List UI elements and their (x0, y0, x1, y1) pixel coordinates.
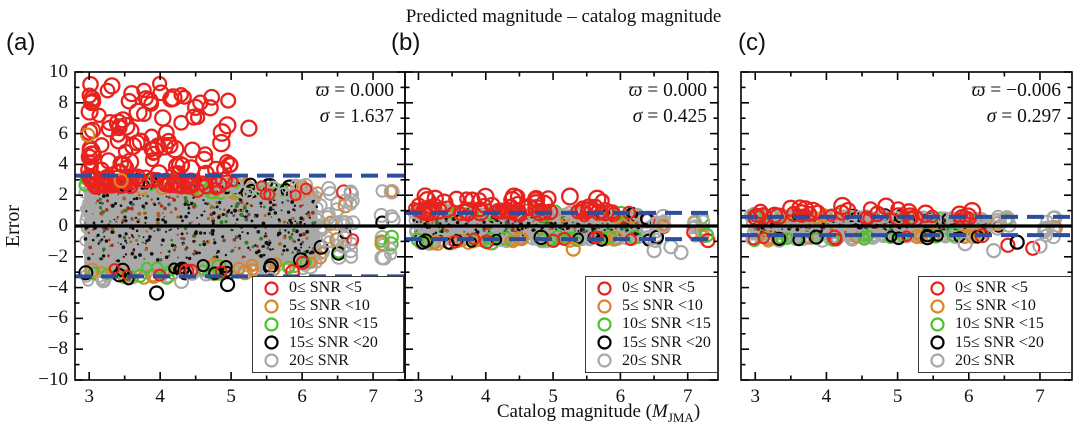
y-tick-label: −8 (47, 338, 68, 360)
x-tick-label: 3 (84, 386, 94, 407)
x-tick-label: 7 (1035, 386, 1045, 407)
panel-(b)-points (407, 187, 716, 261)
y-tick-label: −6 (47, 307, 68, 329)
legend-box: 0≤ SNR <5 5≤ SNR <10 10≤ SNR <15 15≤ SNR <2… (585, 276, 718, 373)
x-axis-label-pre: Catalog magnitude ( (496, 401, 652, 422)
legend-circle-marker (264, 317, 279, 332)
legend-circle-marker (264, 281, 279, 296)
legend-circle-marker (930, 335, 945, 350)
legend-label: 0≤ SNR <5 (289, 279, 362, 297)
legend-label: 5≤ SNR <10 (955, 297, 1036, 315)
stats-annotation: ϖ = −0.006 σ = 0.297 (877, 78, 1061, 130)
panel-label-2: (b) (391, 29, 421, 56)
y-tick-label: 10 (49, 61, 68, 82)
x-tick-label: 6 (615, 386, 626, 407)
legend-label: 15≤ SNR <20 (622, 333, 711, 351)
legend-item: 5≤ SNR <10 (596, 297, 717, 315)
mean-stat: ϖ = 0.000 (315, 80, 394, 101)
y-tick-label: 2 (58, 184, 69, 206)
panel-(a)-points (78, 75, 401, 301)
legend-label: 10≤ SNR <15 (289, 315, 378, 333)
x-axis-label-post: ) (693, 401, 701, 422)
y-tick-label: 0 (58, 215, 69, 236)
sd-stat: σ = 0.297 (986, 106, 1061, 127)
y-tick-label: −2 (47, 245, 68, 267)
legend-item: 0≤ SNR <5 (596, 279, 717, 297)
legend-label: 15≤ SNR <20 (955, 333, 1044, 351)
x-axis-label-subscript: JMA (667, 409, 694, 425)
legend-circle-marker (264, 353, 279, 368)
y-tick-label: 4 (58, 153, 69, 175)
legend-item: 10≤ SNR <15 (929, 315, 1071, 333)
legend-label: 0≤ SNR <5 (622, 279, 695, 297)
panel-label-1: (a) (6, 29, 36, 56)
legend-box: 0≤ SNR <5 5≤ SNR <10 10≤ SNR <15 15≤ SNR <2… (918, 276, 1072, 373)
x-tick-label: 6 (964, 386, 974, 407)
y-tick-label: 6 (58, 122, 69, 144)
legend-circle-marker (597, 335, 612, 350)
stats-annotation: ϖ = 0.000 σ = 0.425 (523, 78, 707, 130)
legend-item: 5≤ SNR <10 (929, 297, 1071, 315)
figure-title: Predicted magnitude – catalog magnitude (405, 6, 722, 27)
stats-annotation: ϖ = 0.000 σ = 1.637 (210, 78, 394, 130)
legend-circle-marker (597, 353, 612, 368)
x-tick-label: 4 (481, 386, 491, 407)
sd-stat: σ = 1.637 (319, 106, 394, 127)
legend-item: 0≤ SNR <5 (929, 279, 1071, 297)
y-tick-label: −10 (38, 369, 68, 390)
legend-label: 10≤ SNR <15 (622, 315, 711, 333)
y-tick-label: −4 (47, 276, 68, 298)
legend-label: 5≤ SNR <10 (622, 297, 703, 315)
legend-item: 10≤ SNR <15 (263, 315, 403, 333)
y-axis-label: Error (2, 204, 24, 248)
x-tick-label: 5 (892, 386, 903, 407)
legend-circle-marker (264, 335, 279, 350)
mean-stat: ϖ = 0.000 (628, 80, 707, 101)
legend-circle-marker (930, 281, 945, 296)
legend-circle-marker (597, 281, 612, 296)
x-axis-label-variable: M (651, 401, 668, 422)
legend-label: 20≤ SNR (289, 351, 349, 369)
legend-item: 5≤ SNR <10 (263, 297, 403, 315)
x-tick-label: 5 (226, 386, 236, 407)
legend-item: 0≤ SNR <5 (263, 279, 403, 297)
x-tick-label: 7 (682, 386, 693, 407)
x-tick-label: 3 (750, 386, 760, 407)
legend-circle-marker (597, 317, 612, 332)
legend-label: 10≤ SNR <15 (955, 315, 1044, 333)
x-tick-label: 7 (368, 386, 378, 407)
legend-item: 20≤ SNR (263, 352, 403, 370)
y-tick-label: 8 (58, 91, 69, 113)
legend-circle-marker (264, 299, 279, 314)
x-tick-label: 5 (548, 386, 558, 407)
legend-box: 0≤ SNR <5 5≤ SNR <10 10≤ SNR <15 15≤ SNR <2… (252, 276, 404, 373)
panel-label-3: (c) (738, 29, 766, 56)
legend-item: 20≤ SNR (596, 352, 717, 370)
legend-circle-marker (597, 299, 612, 314)
legend-item: 15≤ SNR <20 (929, 334, 1071, 352)
mean-stat: ϖ = −0.006 (971, 80, 1061, 101)
legend-item: 10≤ SNR <15 (596, 315, 717, 333)
legend-item: 15≤ SNR <20 (596, 334, 717, 352)
legend-label: 20≤ SNR (622, 351, 682, 369)
legend-circle-marker (930, 299, 945, 314)
sd-stat: σ = 0.425 (632, 106, 707, 127)
x-tick-label: 3 (413, 386, 424, 407)
legend-circle-marker (930, 317, 945, 332)
legend-label: 15≤ SNR <20 (289, 333, 378, 351)
legend-label: 20≤ SNR (955, 351, 1015, 369)
legend-label: 0≤ SNR <5 (955, 279, 1028, 297)
legend-circle-marker (930, 353, 945, 368)
x-axis-label: Catalog magnitude (MJMA) (110, 401, 1087, 426)
legend-label: 5≤ SNR <10 (289, 297, 370, 315)
legend-item: 15≤ SNR <20 (263, 334, 403, 352)
x-tick-label: 4 (155, 386, 165, 407)
x-tick-label: 4 (821, 386, 832, 407)
x-tick-label: 6 (297, 386, 307, 407)
legend-item: 20≤ SNR (929, 352, 1071, 370)
